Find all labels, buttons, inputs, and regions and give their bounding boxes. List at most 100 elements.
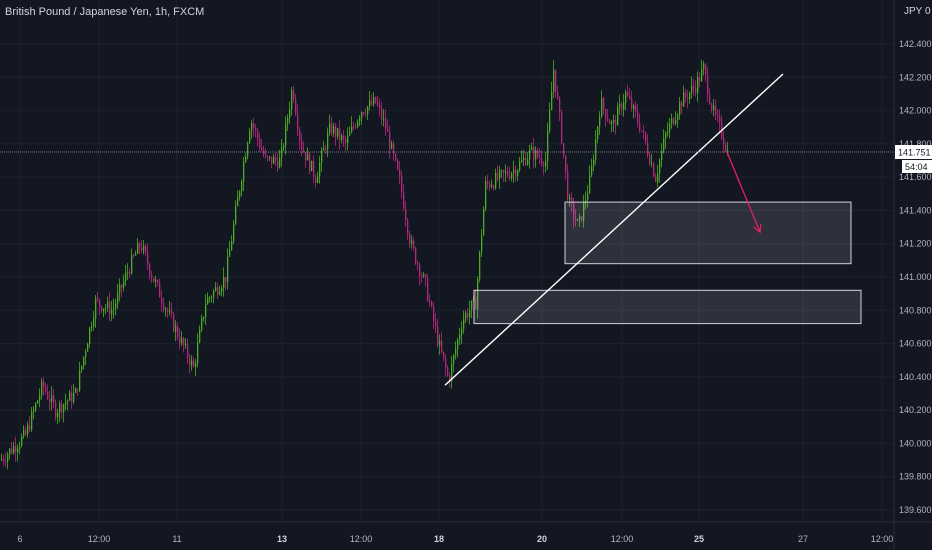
- candle-body: [613, 120, 615, 123]
- candle-body: [277, 160, 279, 168]
- candle-body: [253, 122, 255, 128]
- x-tick-label: 12:00: [611, 534, 634, 544]
- candle-body: [19, 445, 21, 449]
- y-tick-label: 139.600: [899, 505, 932, 515]
- support-zone-1: [564, 201, 852, 265]
- candle-body: [73, 392, 75, 403]
- candle-body: [5, 460, 7, 462]
- candle-body: [115, 303, 117, 309]
- y-tick-label: 142.400: [899, 39, 932, 49]
- candle-body: [245, 156, 247, 163]
- candle-body: [695, 88, 697, 93]
- candle-body: [715, 105, 717, 115]
- candle-body: [493, 185, 495, 189]
- candle-body: [607, 118, 609, 121]
- candle-body: [703, 64, 705, 69]
- candle-body: [527, 159, 529, 165]
- candle-body: [371, 100, 373, 105]
- candle-body: [125, 272, 127, 281]
- candle-body: [467, 312, 469, 318]
- candle-body: [641, 130, 643, 132]
- candle-body: [347, 135, 349, 143]
- candle-body: [439, 340, 441, 346]
- candle-body: [287, 118, 289, 124]
- candle-body: [173, 314, 175, 332]
- candle-body: [711, 103, 713, 111]
- candle-body: [215, 287, 217, 291]
- candle-body: [261, 147, 263, 150]
- candle-body: [85, 351, 87, 358]
- candle-body: [665, 133, 667, 139]
- candle-body: [257, 130, 259, 139]
- candle-body: [35, 403, 37, 411]
- candle-body: [531, 147, 533, 150]
- candle-body: [471, 300, 473, 311]
- candle-body: [541, 158, 543, 164]
- candle-body: [357, 121, 359, 127]
- candle-body: [491, 185, 493, 188]
- candle-body: [463, 318, 465, 330]
- candle-body: [701, 68, 703, 82]
- candle-body: [533, 147, 535, 160]
- candle-body: [171, 310, 173, 315]
- candle-body: [369, 100, 371, 107]
- candle-body: [57, 412, 59, 418]
- candle-body: [635, 105, 637, 113]
- candle-body: [451, 363, 453, 382]
- candle-body: [333, 126, 335, 134]
- candle-body: [565, 155, 567, 172]
- candle-body: [375, 97, 377, 103]
- y-tick-label: 140.000: [899, 438, 932, 448]
- candle-body: [583, 202, 585, 221]
- candle-body: [187, 344, 189, 358]
- x-tick-label: 12:00: [871, 534, 894, 544]
- candle-body: [167, 309, 169, 312]
- candle-body: [251, 122, 253, 131]
- candle-body: [591, 166, 593, 176]
- candle-body: [267, 156, 269, 158]
- candle-body: [423, 274, 425, 277]
- candle-body: [505, 171, 507, 173]
- candle-body: [497, 173, 499, 180]
- candle-body: [483, 208, 485, 236]
- candle-body: [429, 300, 431, 303]
- candle-body: [403, 191, 405, 210]
- candle-body: [571, 197, 573, 204]
- candle-body: [609, 120, 611, 125]
- candle-body: [273, 157, 275, 164]
- candle-body: [553, 69, 555, 92]
- candle-body: [415, 248, 417, 264]
- candle-body: [225, 276, 227, 282]
- candle-body: [585, 200, 587, 203]
- candle-body: [43, 381, 45, 388]
- candle-body: [3, 459, 5, 461]
- candle-body: [561, 111, 563, 143]
- candle-body: [117, 292, 119, 304]
- candle-body: [661, 150, 663, 161]
- candle-body: [409, 233, 411, 244]
- candle-body: [601, 98, 603, 118]
- currency-label: JPY 0: [904, 6, 931, 17]
- x-tick-label: 27: [798, 534, 808, 544]
- candle-body: [605, 109, 607, 119]
- candle-body: [559, 98, 561, 112]
- y-tick-label: 140.600: [899, 339, 932, 349]
- candle-body: [719, 116, 721, 122]
- candle-body: [485, 181, 487, 209]
- candle-body: [633, 105, 635, 109]
- candle-body: [11, 448, 13, 454]
- candle-body: [201, 318, 203, 330]
- candle-body: [103, 308, 105, 312]
- candle-body: [55, 402, 57, 418]
- candle-body: [39, 395, 41, 401]
- candle-body: [279, 157, 281, 168]
- candle-body: [655, 176, 657, 182]
- candle-body: [705, 64, 707, 75]
- candle-body: [67, 400, 69, 403]
- candle-body: [379, 105, 381, 108]
- candle-body: [65, 402, 67, 405]
- candle-body: [121, 284, 123, 288]
- candle-body: [649, 155, 651, 165]
